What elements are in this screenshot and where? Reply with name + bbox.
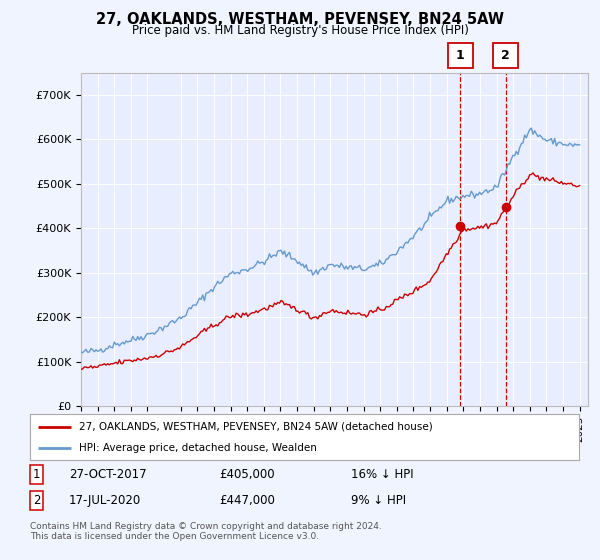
Text: 27, OAKLANDS, WESTHAM, PEVENSEY, BN24 5AW (detached house): 27, OAKLANDS, WESTHAM, PEVENSEY, BN24 5A… xyxy=(79,422,433,432)
Text: 17-JUL-2020: 17-JUL-2020 xyxy=(69,494,141,507)
Text: 2: 2 xyxy=(501,49,510,62)
Text: 16% ↓ HPI: 16% ↓ HPI xyxy=(351,468,413,481)
Text: 27-OCT-2017: 27-OCT-2017 xyxy=(69,468,146,481)
Text: 1: 1 xyxy=(33,468,41,481)
Text: Contains HM Land Registry data © Crown copyright and database right 2024.
This d: Contains HM Land Registry data © Crown c… xyxy=(30,522,382,542)
Text: 9% ↓ HPI: 9% ↓ HPI xyxy=(351,494,406,507)
Text: 1: 1 xyxy=(456,49,465,62)
Text: £405,000: £405,000 xyxy=(219,468,275,481)
Text: 2: 2 xyxy=(33,494,41,507)
Text: HPI: Average price, detached house, Wealden: HPI: Average price, detached house, Weal… xyxy=(79,443,317,453)
FancyBboxPatch shape xyxy=(493,43,518,68)
Text: 27, OAKLANDS, WESTHAM, PEVENSEY, BN24 5AW: 27, OAKLANDS, WESTHAM, PEVENSEY, BN24 5A… xyxy=(96,12,504,27)
Text: Price paid vs. HM Land Registry's House Price Index (HPI): Price paid vs. HM Land Registry's House … xyxy=(131,24,469,37)
Text: £447,000: £447,000 xyxy=(219,494,275,507)
FancyBboxPatch shape xyxy=(448,43,473,68)
